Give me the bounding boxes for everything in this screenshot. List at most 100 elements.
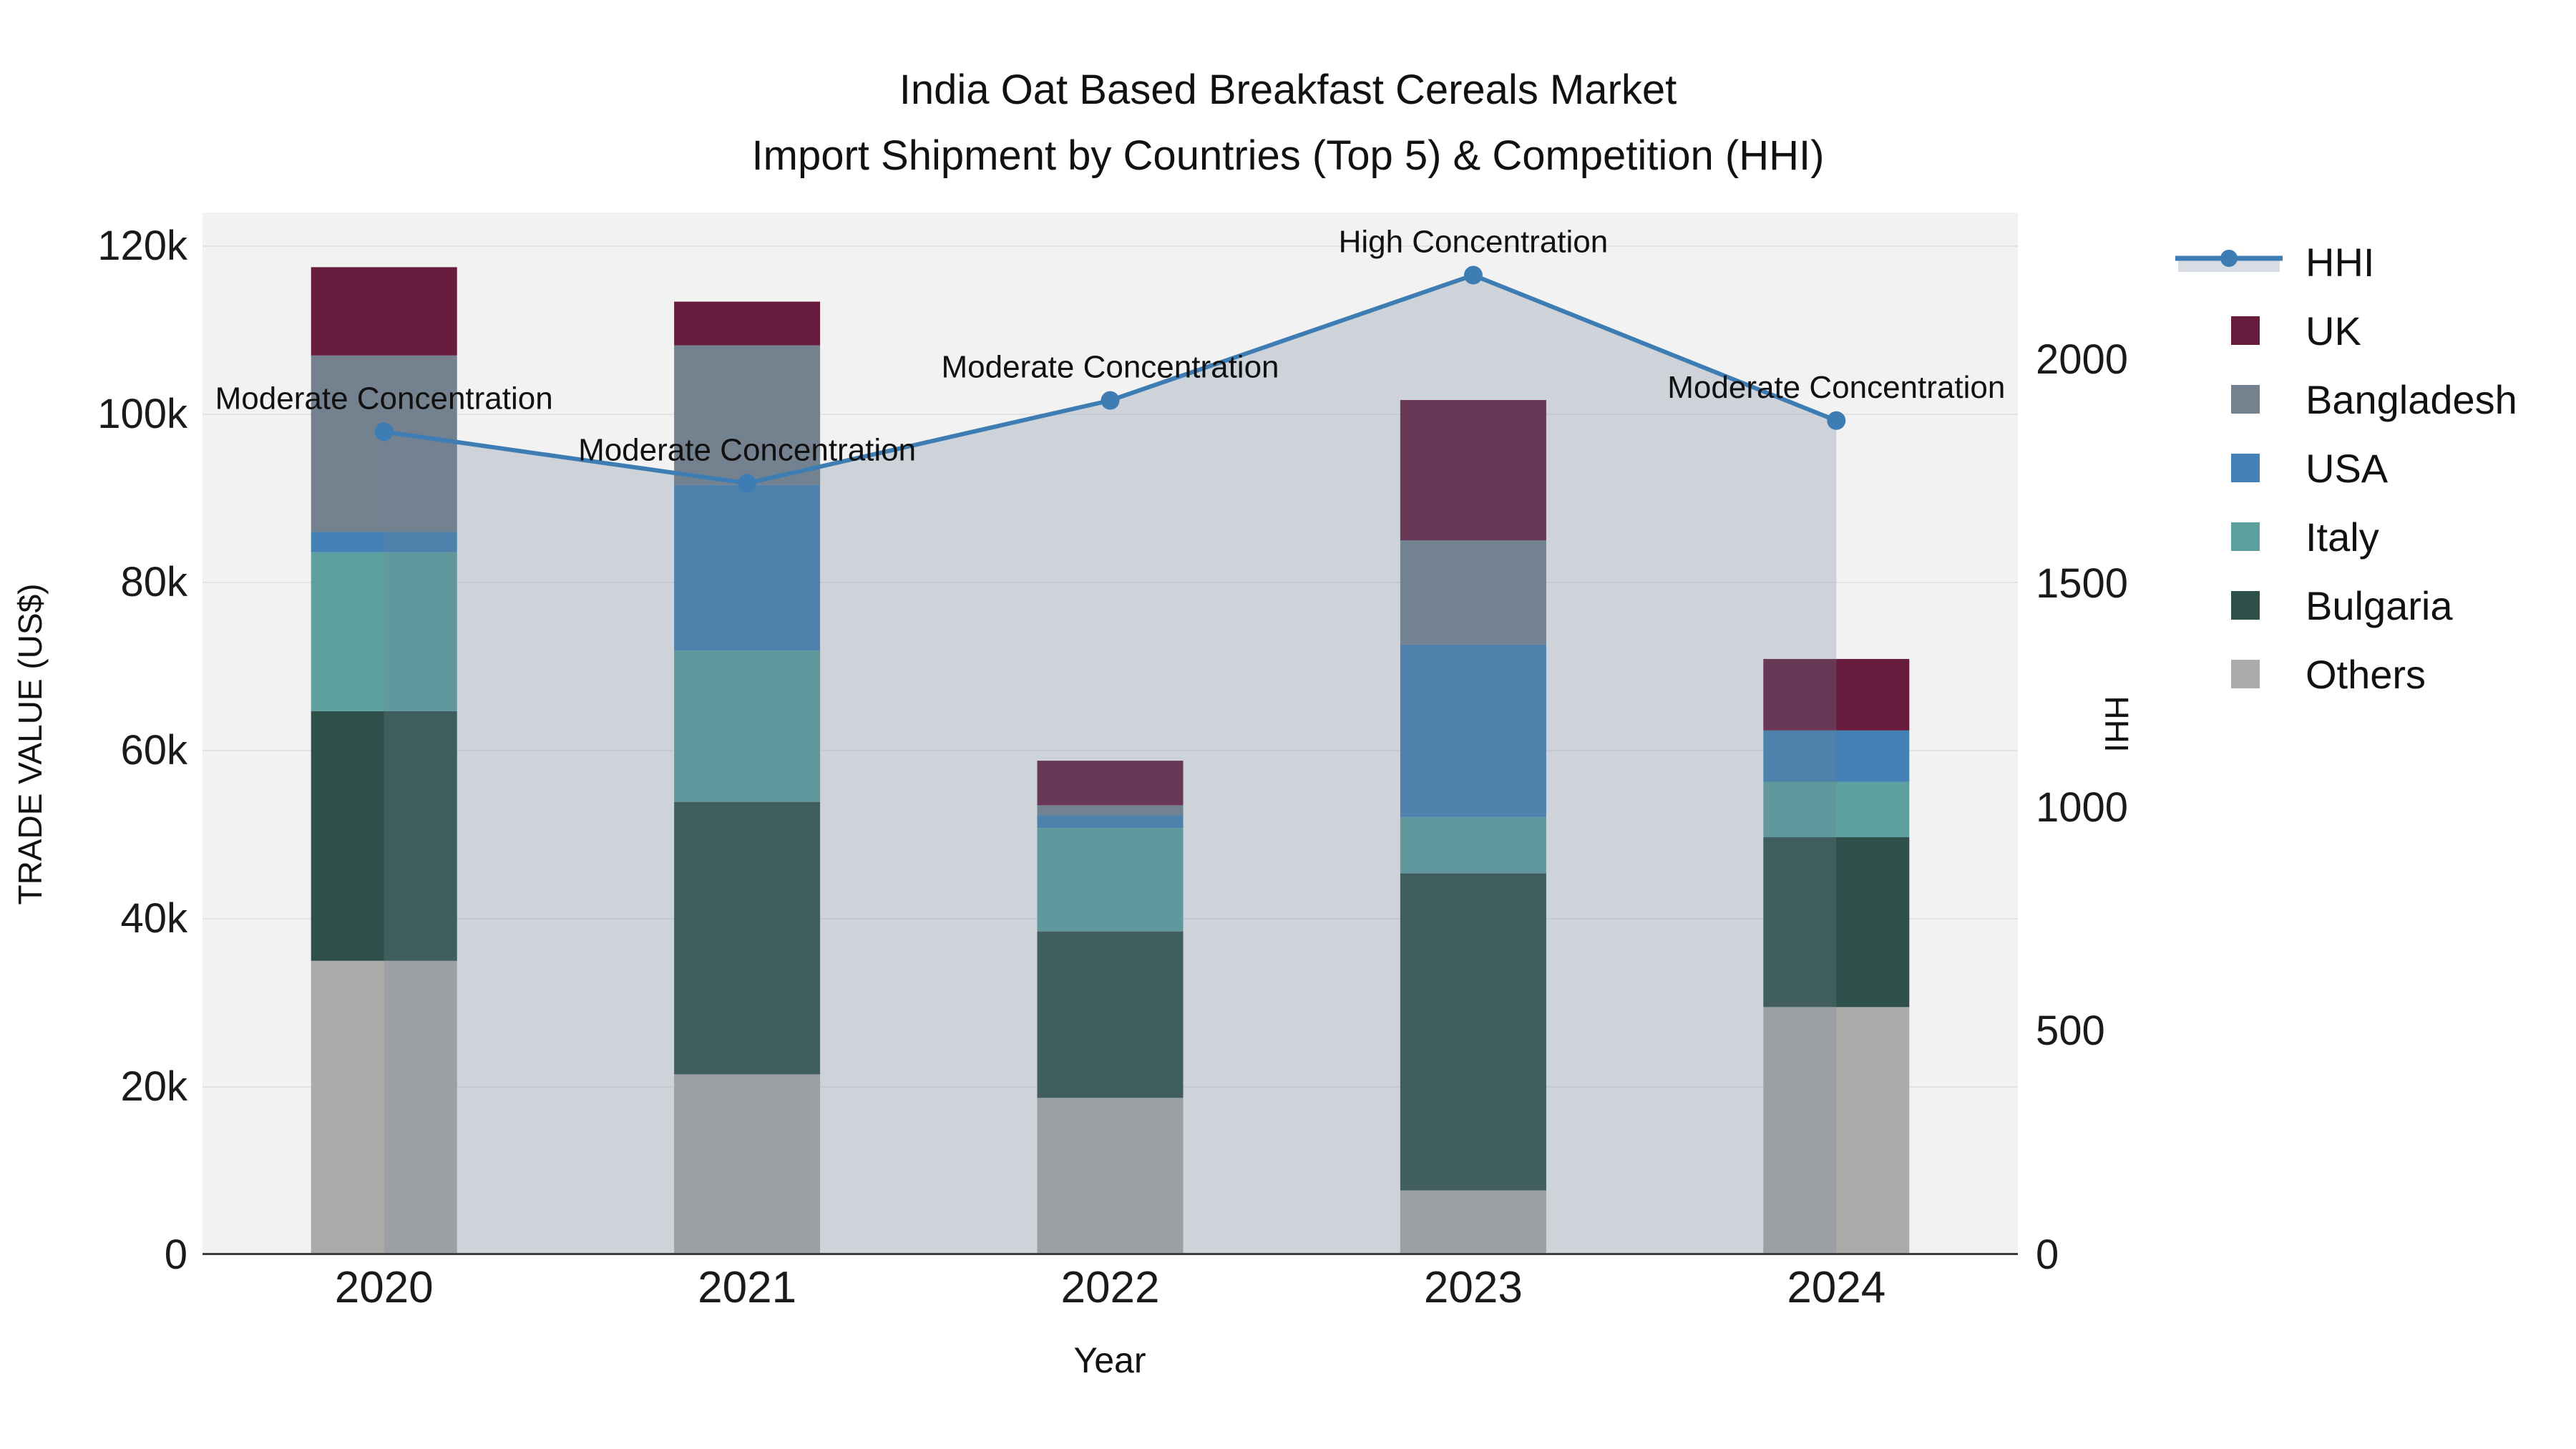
bulgaria-swatch-slot <box>2175 590 2283 621</box>
bar-segment-2023-Others[interactable] <box>1400 1190 1546 1255</box>
legend-label-italy: Italy <box>2306 514 2379 560</box>
bar-2023 <box>1400 400 1546 1255</box>
legend-item-hhi[interactable]: HHI <box>2175 228 2517 296</box>
legend-label-hhi: HHI <box>2306 239 2375 285</box>
x-tick-2024: 2024 <box>1787 1263 1886 1312</box>
y2-tick-1000: 1000 <box>2036 784 2129 831</box>
y-tick-60k: 60k <box>120 727 187 774</box>
chart-title-line1: India Oat Based Breakfast Cereals Market <box>899 67 1677 113</box>
legend-swatch-bangladesh <box>2231 385 2260 414</box>
bar-segment-2022-Bangladesh[interactable] <box>1037 805 1184 816</box>
legend-item-bulgaria[interactable]: Bulgaria <box>2175 571 2517 640</box>
y-tick-120k: 120k <box>97 223 187 269</box>
legend: HHI UK Bangladesh USA Italy Bulgaria Others <box>2175 228 2517 708</box>
bar-segment-2021-Bangladesh[interactable] <box>674 345 821 485</box>
hhi-line-icon <box>2175 246 2283 278</box>
legend-label-bangladesh: Bangladesh <box>2306 376 2517 422</box>
bar-segment-2024-USA[interactable] <box>1763 730 1910 782</box>
annotation-2023: High Concentration <box>1339 225 1609 260</box>
bar-2022 <box>1037 761 1184 1255</box>
bar-segment-2021-Others[interactable] <box>674 1074 821 1255</box>
hhi-marker-2024[interactable] <box>1827 411 1846 430</box>
bar-segment-2022-Others[interactable] <box>1037 1098 1184 1255</box>
y2-tick-500: 500 <box>2036 1008 2105 1055</box>
hhi-marker-2022[interactable] <box>1101 391 1120 410</box>
x-tick-2020: 2020 <box>334 1263 434 1312</box>
annotation-2021: Moderate Concentration <box>578 432 916 467</box>
bar-segment-2022-Bulgaria[interactable] <box>1037 931 1184 1098</box>
others-swatch-slot <box>2175 658 2283 690</box>
bar-segment-2023-UK[interactable] <box>1400 400 1546 541</box>
legend-swatch-uk <box>2231 316 2260 345</box>
bar-segment-2020-UK[interactable] <box>311 267 457 356</box>
legend-swatch-usa <box>2231 454 2260 482</box>
hhi-legend-marker <box>2220 250 2238 267</box>
legend-swatch-bulgaria <box>2231 591 2260 620</box>
bar-segment-2020-USA[interactable] <box>311 532 457 552</box>
bar-segment-2023-Bulgaria[interactable] <box>1400 873 1546 1191</box>
usa-swatch-slot <box>2175 452 2283 484</box>
y2-tick-1500: 1500 <box>2036 560 2129 608</box>
legend-item-usa[interactable]: USA <box>2175 434 2517 502</box>
legend-label-uk: UK <box>2306 308 2361 353</box>
legend-swatch-others <box>2231 660 2260 688</box>
bar-segment-2024-Bulgaria[interactable] <box>1763 837 1910 1008</box>
hhi-marker-2020[interactable] <box>374 422 394 441</box>
hhi-legend-symbol <box>2175 250 2283 272</box>
bar-segment-2024-Others[interactable] <box>1763 1007 1910 1255</box>
legend-label-bulgaria: Bulgaria <box>2306 582 2453 628</box>
bar-segment-2022-Italy[interactable] <box>1037 828 1184 932</box>
bar-segment-2021-Bulgaria[interactable] <box>674 801 821 1075</box>
legend-item-uk[interactable]: UK <box>2175 296 2517 365</box>
annotation-2024: Moderate Concentration <box>1667 370 2005 405</box>
bar-segment-2020-Others[interactable] <box>311 960 457 1255</box>
bar-segment-2023-Bangladesh[interactable] <box>1400 540 1546 645</box>
hhi-marker-2023[interactable] <box>1463 265 1483 285</box>
bar-segment-2020-Bulgaria[interactable] <box>311 711 457 961</box>
bar-2021 <box>674 301 821 1255</box>
y-tick-40k: 40k <box>120 895 187 942</box>
chart-title: India Oat Based Breakfast Cereals Market… <box>0 57 2576 189</box>
bar-segment-2021-USA[interactable] <box>674 484 821 651</box>
chart-svg: Moderate Concentration Moderate Concentra… <box>203 213 2018 1255</box>
italy-swatch-slot <box>2175 521 2283 552</box>
bar-2024 <box>1763 658 1910 1255</box>
y2-tick-0: 0 <box>2036 1231 2059 1278</box>
bangladesh-swatch-slot <box>2175 384 2283 415</box>
hhi-marker-2021[interactable] <box>738 474 757 493</box>
bar-segment-2020-Bangladesh[interactable] <box>311 355 457 532</box>
y-tick-100k: 100k <box>97 391 187 437</box>
bar-segment-2021-Italy[interactable] <box>674 650 821 802</box>
legend-swatch-italy <box>2231 522 2260 551</box>
bar-segment-2022-USA[interactable] <box>1037 815 1184 829</box>
x-axis-title: Year <box>1073 1340 1146 1380</box>
bar-segment-2023-Italy[interactable] <box>1400 816 1546 874</box>
bar-segment-2021-UK[interactable] <box>674 301 821 346</box>
bar-segment-2020-Italy[interactable] <box>311 552 457 711</box>
uk-swatch-slot <box>2175 315 2283 346</box>
chart-title-line2: Import Shipment by Countries (Top 5) & C… <box>751 132 1825 179</box>
legend-item-italy[interactable]: Italy <box>2175 502 2517 571</box>
legend-label-usa: USA <box>2306 445 2389 491</box>
bar-segment-2022-UK[interactable] <box>1037 761 1184 806</box>
x-tick-2023: 2023 <box>1423 1263 1523 1312</box>
bar-segment-2024-Italy[interactable] <box>1763 781 1910 838</box>
legend-item-bangladesh[interactable]: Bangladesh <box>2175 365 2517 434</box>
bar-segment-2023-USA[interactable] <box>1400 644 1546 817</box>
bar-segment-2024-UK[interactable] <box>1763 658 1910 731</box>
y2-tick-2000: 2000 <box>2036 336 2129 384</box>
hhi-area-fill <box>384 275 1837 1255</box>
annotation-2022: Moderate Concentration <box>941 350 1279 385</box>
annotation-2020: Moderate Concentration <box>215 381 553 416</box>
y-tick-20k: 20k <box>120 1063 187 1110</box>
x-tick-2021: 2021 <box>698 1263 797 1312</box>
y-tick-80k: 80k <box>120 559 187 605</box>
legend-item-others[interactable]: Others <box>2175 640 2517 708</box>
bar-2020 <box>311 267 457 1255</box>
plot-area: Moderate Concentration Moderate Concentra… <box>203 213 2018 1255</box>
x-tick-2022: 2022 <box>1060 1263 1160 1312</box>
legend-label-others: Others <box>2306 651 2426 697</box>
y-tick-0: 0 <box>164 1231 187 1278</box>
y2-axis-title: HHI <box>2098 696 2135 753</box>
